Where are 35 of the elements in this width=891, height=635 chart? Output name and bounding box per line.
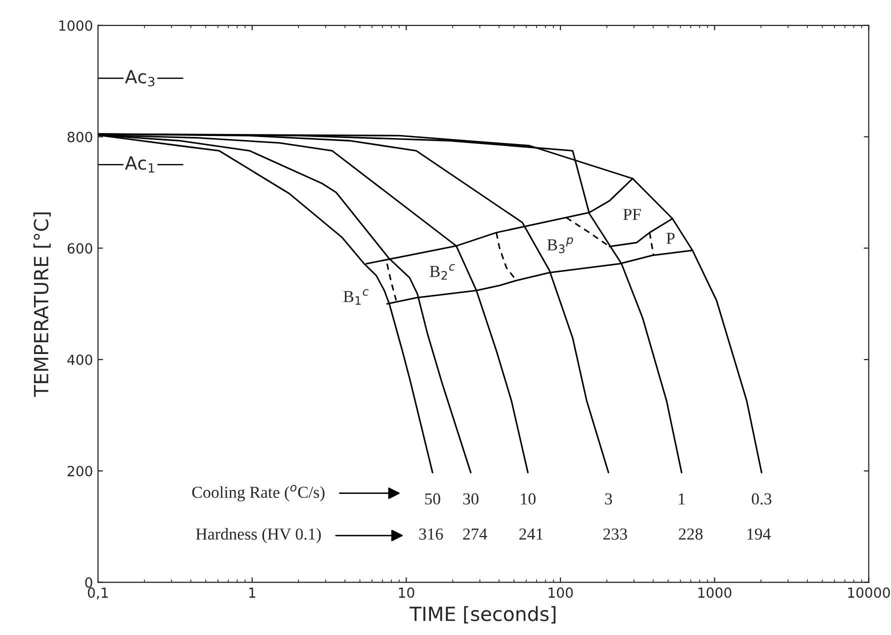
- annotation: Cooling Rate ($^{o}$C/s): [192, 484, 324, 502]
- annotation: P: [666, 232, 675, 244]
- x-tick-label: 1: [249, 588, 256, 598]
- annotation: 194: [747, 528, 771, 540]
- legend-label: 50: [425, 493, 440, 505]
- y-axis-title: TEMPERATURE [°C]: [33, 212, 51, 397]
- series-label: 10: [521, 493, 536, 505]
- annotation: 274: [463, 528, 488, 540]
- series-label: 1: [678, 493, 685, 504]
- annotation: B$_{2}$$^{c}$: [430, 264, 455, 280]
- annotation: 316: [419, 528, 443, 540]
- annotation: B$_{1}$$^{c}$: [344, 289, 369, 305]
- ref-line-label: Ac$_{3}$: [125, 70, 154, 86]
- annotation: 233: [603, 528, 628, 540]
- y-tick-label: 1000: [59, 20, 92, 31]
- y-tick-label: 600: [68, 243, 92, 254]
- annotation: 228: [678, 528, 703, 540]
- text: 3: [605, 493, 612, 505]
- series-label: 3: [558, 244, 565, 254]
- y-tick-label: 800: [68, 132, 92, 142]
- y-tick-label: 200: [68, 466, 92, 476]
- x-tick-label: 10: [398, 587, 414, 598]
- y-tick-label: 0: [85, 577, 92, 588]
- x-axis-title: TIME [seconds]: [410, 606, 556, 624]
- y-tick-label: 400: [67, 354, 92, 366]
- x-tick-label: 10000: [848, 587, 890, 598]
- x-tick-label: 100: [548, 587, 573, 598]
- annotation: PF: [623, 208, 641, 220]
- ref-line-label: Ac$_{1}$: [125, 156, 154, 173]
- annotation: 241: [519, 528, 543, 540]
- annotation: Hardness (HV 0.1): [196, 528, 321, 544]
- series-label: 30: [463, 493, 478, 505]
- series-label: 0.3: [752, 493, 772, 505]
- x-tick-label: 0,1: [88, 587, 108, 600]
- x-tick-label: 1000: [698, 587, 732, 598]
